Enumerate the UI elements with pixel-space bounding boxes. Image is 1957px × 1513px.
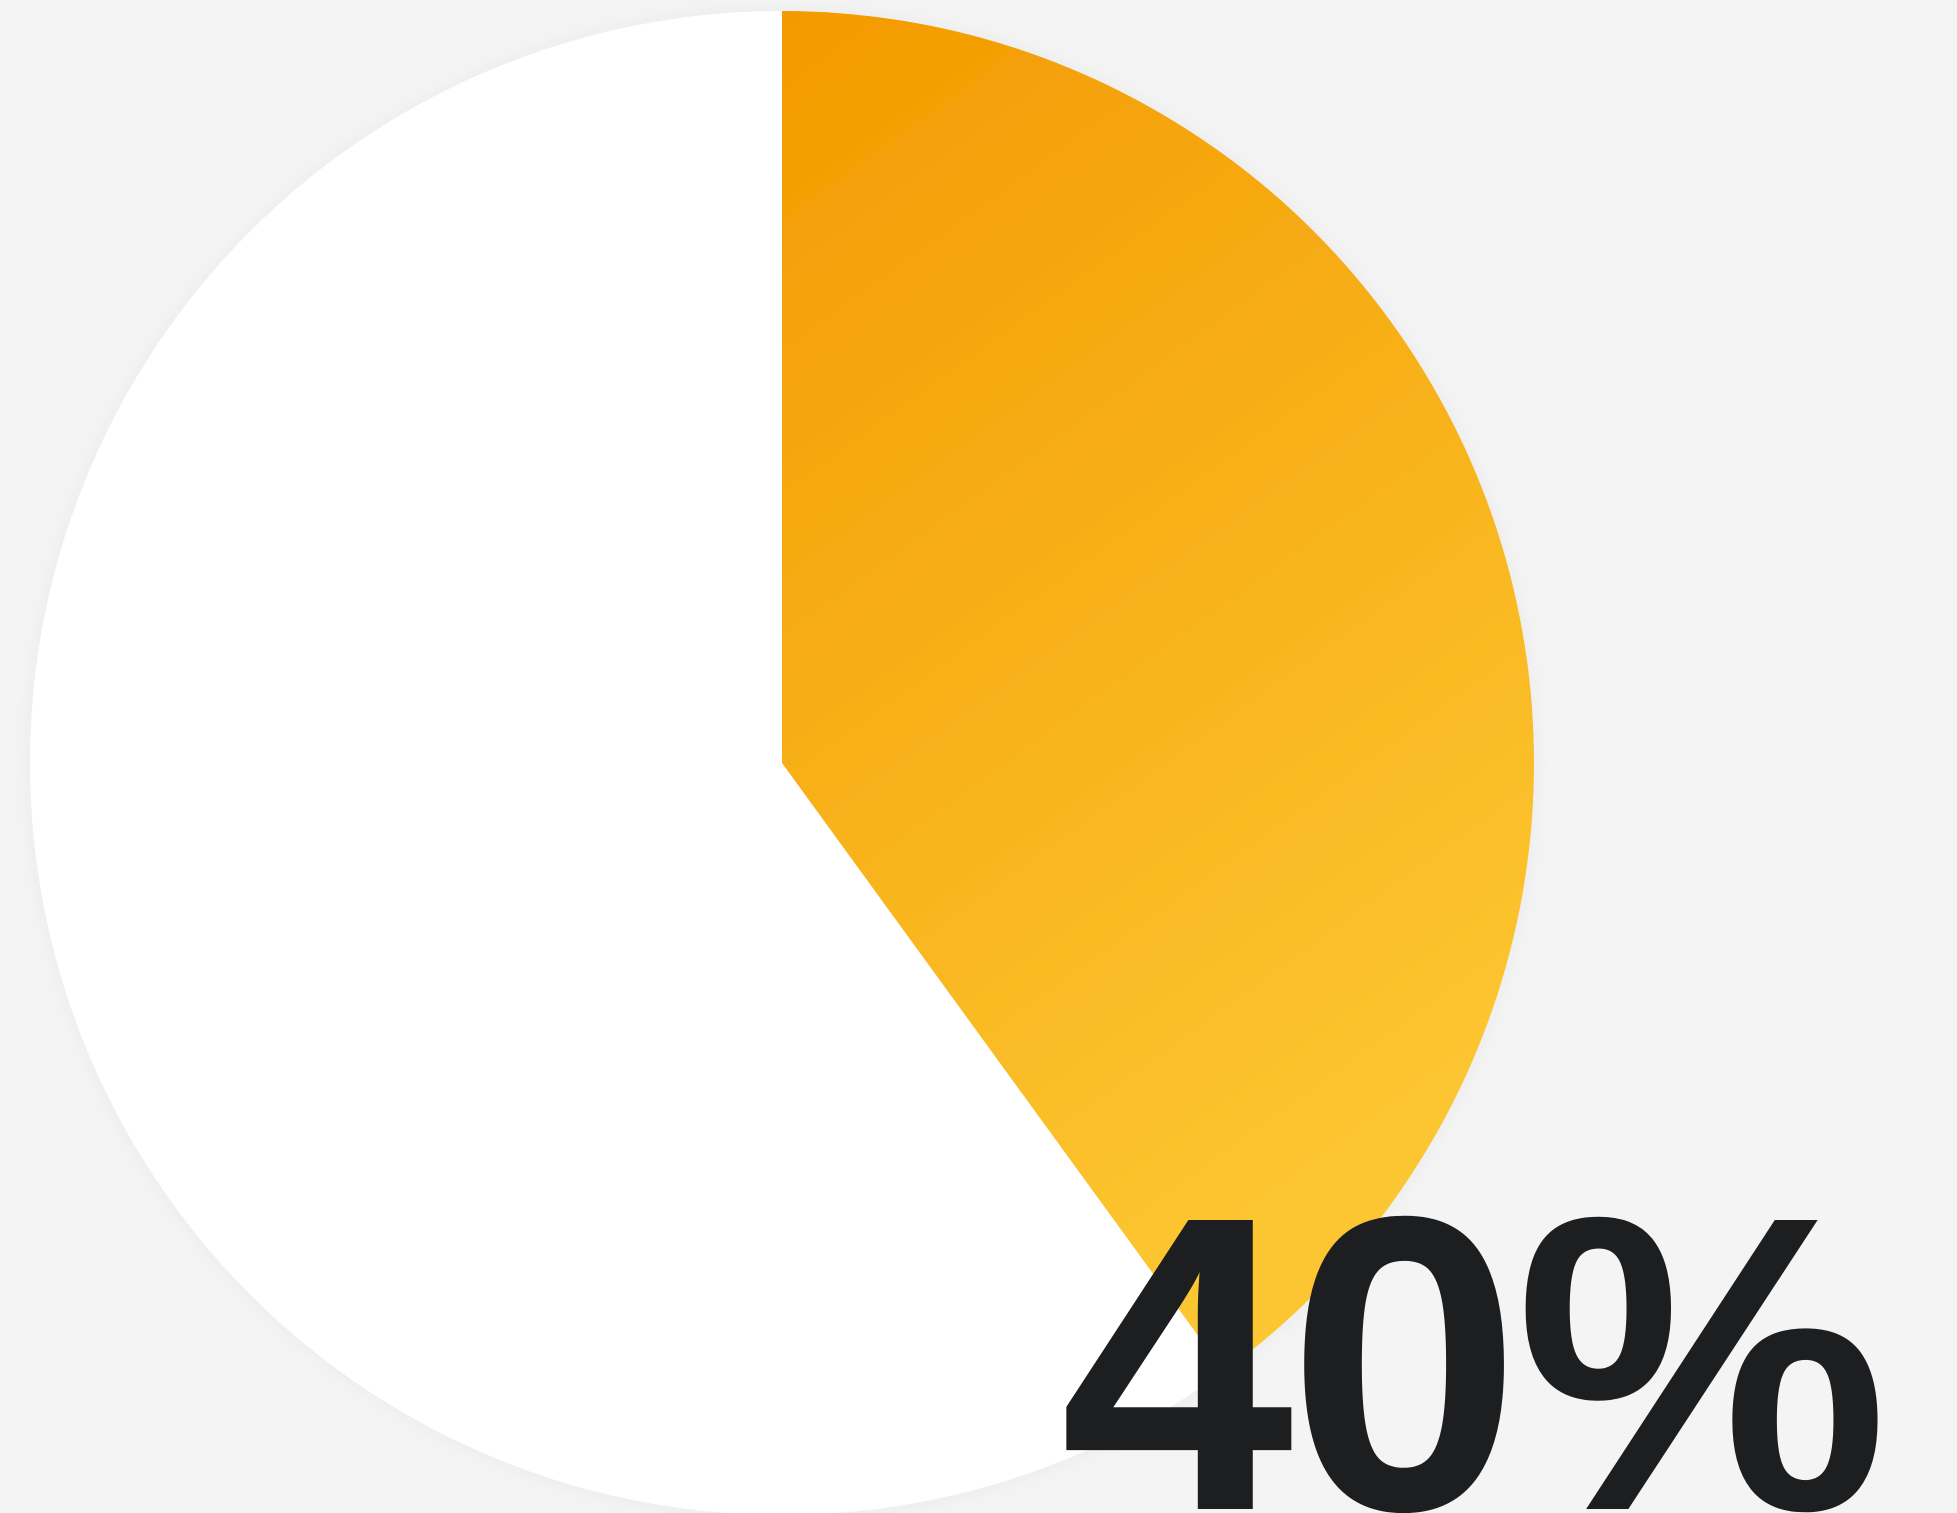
pie-slice-highlighted bbox=[782, 11, 1534, 1372]
percent-data-label: 40% bbox=[1060, 1130, 1889, 1513]
pie-slice-remainder bbox=[29, 11, 1225, 1513]
